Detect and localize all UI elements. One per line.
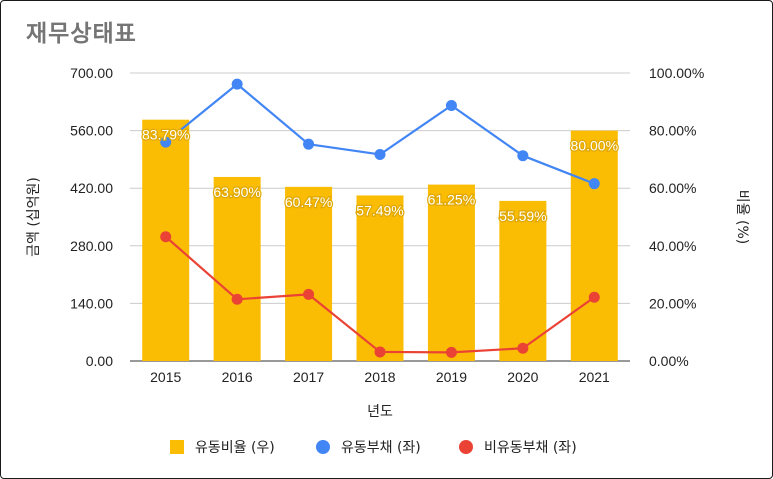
current-liabilities-point	[231, 78, 243, 90]
bar-data-label: 61.25%	[428, 192, 475, 208]
legend-item-current-liabilities-swatch	[316, 440, 330, 454]
y-left-tick-label: 0.00	[86, 353, 113, 369]
bar-data-label: 63.90%	[213, 184, 260, 200]
axes: 0.00 0.00% 140.00 20.00% 280.00 40.00% 420.00 6…	[26, 65, 750, 420]
legend-item-noncurrent-liabilities-label: 비유동부채 (좌)	[484, 440, 577, 456]
y-left-tick-label: 560.00	[70, 123, 113, 139]
x-tick-label: 2016	[222, 369, 253, 385]
y-right-tick-label: 20.00%	[649, 295, 696, 311]
bar-data-label: 57.49%	[356, 202, 403, 218]
y-left-axis-title: 금액 (십억원)	[26, 177, 42, 257]
x-tick-label: 2021	[579, 369, 610, 385]
x-tick-label: 2018	[364, 369, 395, 385]
current-liabilities-point	[374, 148, 386, 160]
noncurrent-liabilities-point	[303, 288, 315, 300]
x-tick-label: 2019	[436, 369, 467, 385]
y-right-tick-label: 100.00%	[649, 65, 704, 81]
bar-data-label: 55.59%	[499, 208, 546, 224]
y-left-tick-label: 700.00	[70, 65, 113, 81]
y-right-tick-label: 60.00%	[649, 180, 696, 196]
current-liabilities-point	[160, 136, 172, 148]
current-liabilities-point	[445, 100, 457, 112]
legend-item-noncurrent-liabilities-swatch	[459, 440, 473, 454]
x-tick-label: 2017	[293, 369, 324, 385]
x-tick-label: 2020	[507, 369, 538, 385]
bar	[499, 200, 547, 361]
bar-series	[142, 119, 618, 361]
legend-item-current-liabilities-label: 유동부채 (좌)	[341, 440, 421, 456]
current-liabilities-line	[165, 83, 595, 185]
legend-item-current-ratio-label: 유동비율 (우)	[195, 440, 275, 456]
data-labels: 83.79% 63.90% 60.47% 57.49% 61.25% 55.59% 80.0…	[141, 125, 620, 225]
current-liabilities-point	[588, 178, 600, 190]
noncurrent-liabilities-point	[517, 342, 529, 354]
legend-item-current-ratio-swatch	[170, 440, 184, 454]
current-liabilities-point	[517, 150, 529, 162]
y-right-tick-label: 0.00%	[649, 353, 689, 369]
bar	[570, 130, 618, 361]
legend: 유동비율 (우) 유동부채 (좌) 비유동부채 (좌)	[170, 440, 577, 456]
noncurrent-liabilities-point	[160, 231, 172, 243]
x-tick-label: 2015	[150, 369, 181, 385]
bar-data-label: 83.79%	[142, 127, 189, 143]
current-liabilities-point	[303, 138, 315, 150]
line-series	[160, 78, 600, 358]
x-axis-title: 년도	[367, 404, 393, 420]
bar-data-label: 60.47%	[285, 194, 332, 210]
bar	[285, 186, 333, 361]
chart-title: 재무상태표	[26, 21, 137, 47]
y-left-tick-label: 280.00	[70, 238, 113, 254]
noncurrent-liabilities-point	[445, 346, 457, 358]
y-right-tick-label: 40.00%	[649, 238, 696, 254]
bar-data-label: 80.00%	[571, 138, 618, 154]
y-left-tick-label: 140.00	[70, 295, 113, 311]
y-left-tick-label: 420.00	[70, 180, 113, 196]
bar	[213, 176, 261, 361]
noncurrent-liabilities-point	[231, 293, 243, 305]
noncurrent-liabilities-point	[374, 346, 386, 358]
noncurrent-liabilities-point	[588, 291, 600, 303]
bar	[427, 184, 475, 361]
y-right-axis-title: 비율 (%)	[734, 190, 750, 244]
bar	[356, 195, 404, 361]
y-right-tick-label: 80.00%	[649, 123, 696, 139]
